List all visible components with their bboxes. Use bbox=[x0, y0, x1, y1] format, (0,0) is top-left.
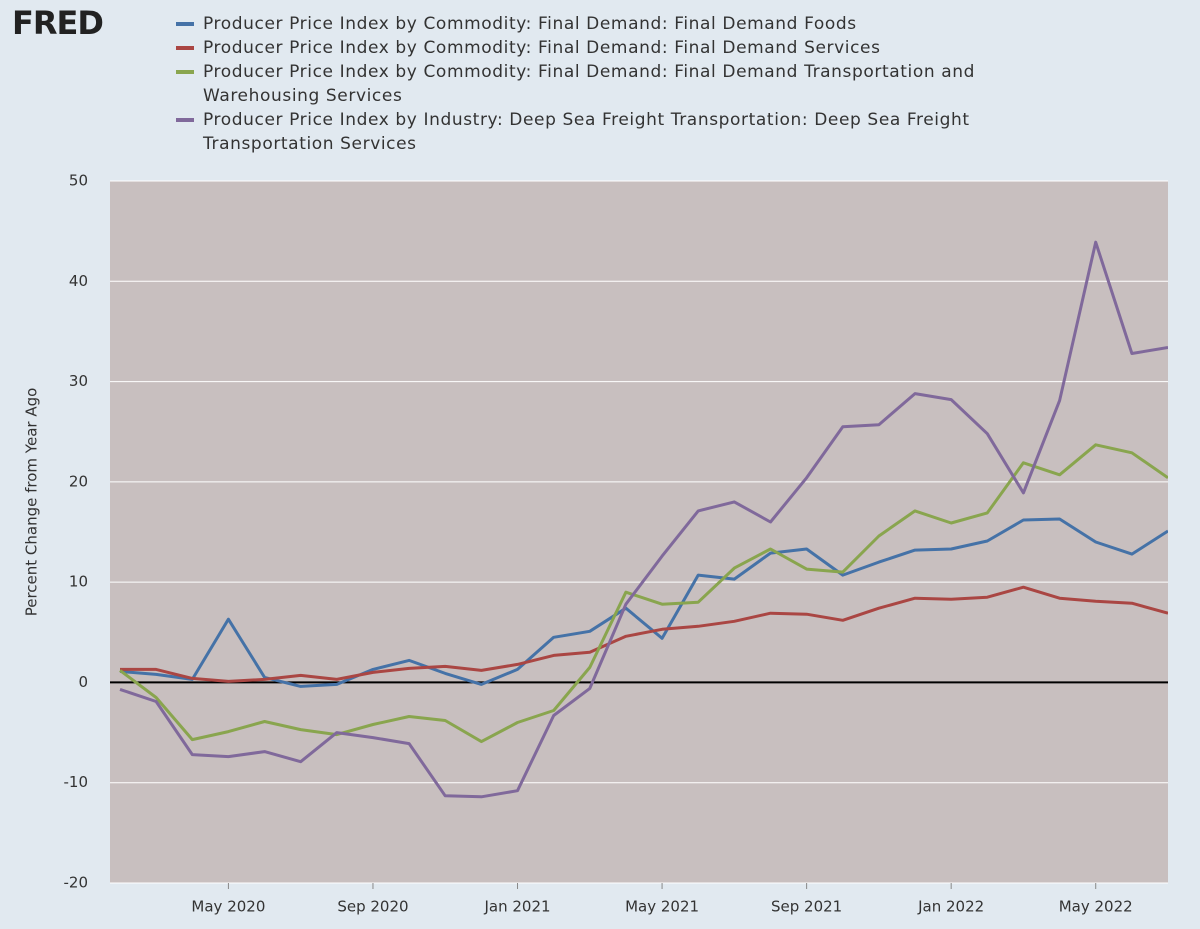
legend-item: Producer Price Index by Commodity: Final… bbox=[176, 60, 1006, 108]
y-tick-label: -10 bbox=[64, 773, 89, 791]
x-tick-label: Jan 2021 bbox=[483, 898, 550, 916]
x-tick-label: May 2021 bbox=[625, 898, 699, 916]
legend-swatch bbox=[176, 46, 194, 50]
legend-label: Producer Price Index by Industry: Deep S… bbox=[203, 110, 970, 154]
y-tick-label: 20 bbox=[69, 472, 88, 490]
x-tick-label: Sep 2020 bbox=[337, 898, 408, 916]
x-tick-label: Jan 2022 bbox=[917, 898, 984, 916]
x-tick-label: May 2020 bbox=[191, 898, 265, 916]
legend-swatch bbox=[176, 22, 194, 26]
legend: Producer Price Index by Commodity: Final… bbox=[176, 12, 1006, 156]
legend-swatch bbox=[176, 118, 194, 122]
series-line bbox=[120, 585, 1168, 683]
series-line bbox=[119, 240, 1168, 799]
y-tick-label: 10 bbox=[69, 573, 88, 591]
legend-item: Producer Price Index by Industry: Deep S… bbox=[176, 108, 1006, 156]
series-line bbox=[119, 517, 1168, 688]
y-tick-label: 50 bbox=[69, 172, 88, 190]
series-group bbox=[119, 240, 1168, 799]
legend-item: Producer Price Index by Commodity: Final… bbox=[176, 12, 1006, 36]
logo: FRED bbox=[12, 4, 104, 42]
y-tick-label: 40 bbox=[69, 272, 88, 290]
legend-label: Producer Price Index by Commodity: Final… bbox=[203, 14, 857, 34]
legend-label: Producer Price Index by Commodity: Final… bbox=[203, 62, 976, 106]
plot-area bbox=[110, 181, 1168, 883]
y-tick-label: 0 bbox=[78, 673, 88, 691]
legend-label: Producer Price Index by Commodity: Final… bbox=[203, 38, 881, 58]
series-line bbox=[119, 443, 1168, 744]
x-tick-label: May 2022 bbox=[1059, 898, 1133, 916]
legend-swatch bbox=[176, 70, 194, 74]
y-axis-label: Percent Change from Year Ago bbox=[23, 388, 41, 617]
legend-item: Producer Price Index by Commodity: Final… bbox=[176, 36, 1006, 60]
x-tick-label: Sep 2021 bbox=[771, 898, 842, 916]
y-tick-label: -20 bbox=[64, 874, 89, 892]
y-tick-label: 30 bbox=[69, 372, 88, 390]
